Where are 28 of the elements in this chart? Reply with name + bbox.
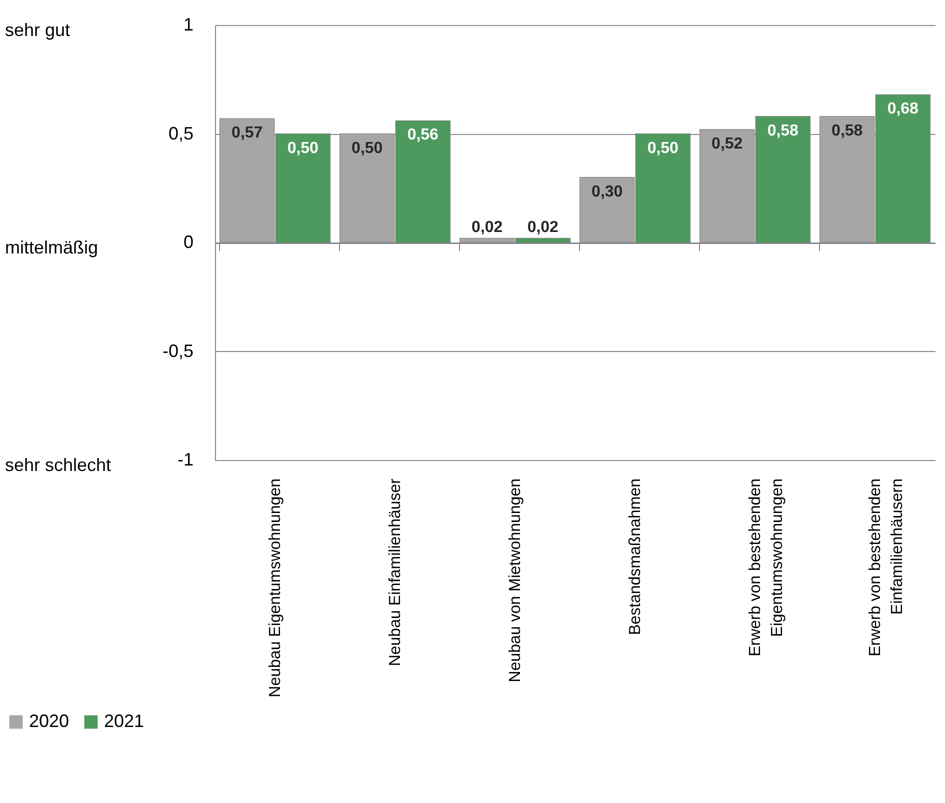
y-tick-label: 0,5	[168, 123, 194, 144]
data-label: 0,02	[527, 219, 559, 236]
y-tick-label: -1	[177, 450, 194, 470]
x-tick-label: Erwerb von bestehenden Eigentumswohnungen	[747, 478, 786, 656]
legend-label: 2021	[104, 711, 144, 731]
data-label: 0,50	[352, 140, 383, 157]
text: sehr gut	[5, 20, 70, 40]
data-label: 0,52	[712, 135, 743, 152]
x-tick-label: Neubau von Mietwohnungen	[507, 478, 524, 682]
y-tick-label: -0,5	[162, 340, 194, 361]
x-tick-label: Bestandsmaßnahmen	[627, 478, 644, 636]
data-label: 0,30	[592, 183, 623, 200]
data-label: 0,58	[832, 122, 863, 140]
legend-label: 2020	[29, 711, 70, 731]
data-label: 0,50	[647, 140, 679, 157]
y-tick-label: 0	[183, 232, 194, 252]
data-label: 0,02	[472, 219, 503, 236]
text: mittelmäßig	[5, 238, 98, 258]
data-label: 0,57	[232, 124, 263, 142]
y-tick-label: 1	[183, 14, 194, 34]
data-label: 0,56	[407, 126, 439, 144]
data-label: 0,50	[287, 140, 319, 157]
x-tick-label: Neubau Eigentumswohnungen	[267, 478, 284, 698]
data-label: 0,68	[887, 100, 919, 118]
x-tick-label: Erwerb von bestehenden Einfamilienhäusern	[867, 478, 906, 656]
data-label: 0,58	[767, 122, 799, 140]
x-tick-label: Neubau Einfamilienhäuser	[387, 478, 404, 666]
text: sehr schlecht	[5, 455, 112, 475]
